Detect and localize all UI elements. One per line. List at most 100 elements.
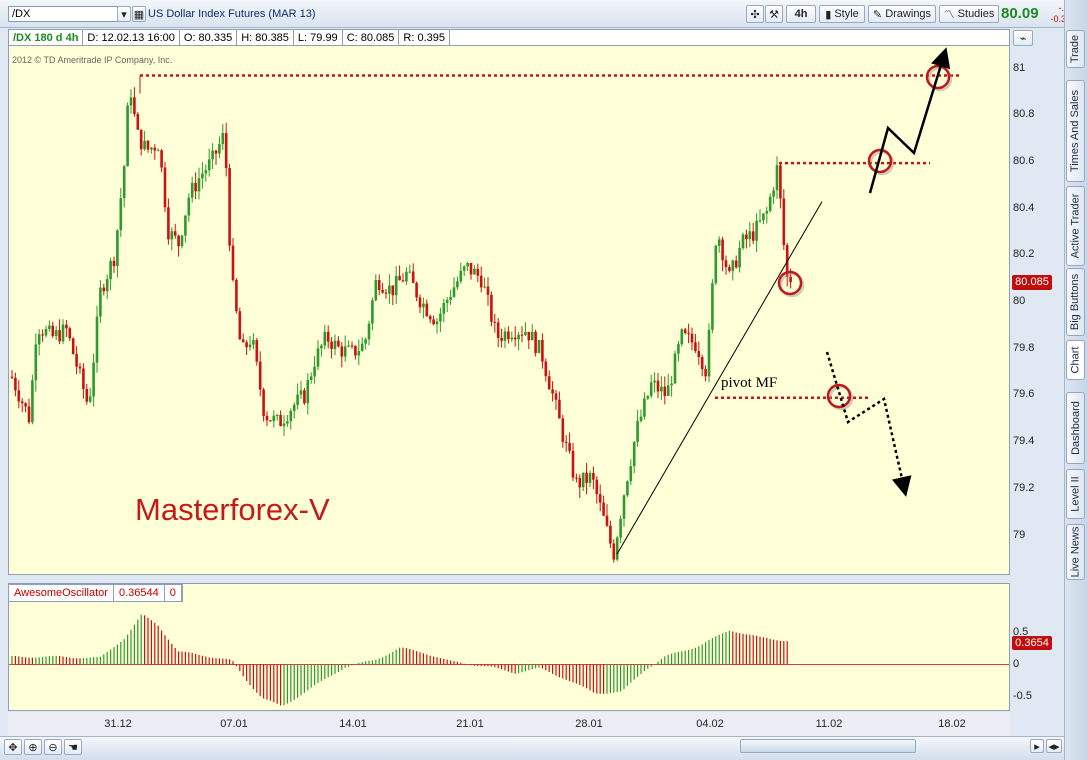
candle-body	[374, 280, 378, 301]
style-button[interactable]: ▮ Style	[819, 5, 865, 23]
candle	[228, 163, 231, 252]
candle	[704, 365, 707, 382]
candle	[561, 414, 565, 448]
symbol-lookup-icon[interactable]: ▦	[132, 6, 146, 22]
candle	[772, 186, 775, 205]
drawings-button[interactable]: ✎ Drawings	[868, 5, 936, 23]
scroll-right-icon[interactable]: ▸	[1030, 739, 1044, 753]
candle-body	[65, 324, 68, 329]
candle	[224, 122, 228, 177]
candle-body	[337, 340, 340, 347]
candle	[476, 263, 480, 283]
oscillator-panel[interactable]	[8, 583, 1010, 711]
time-tick-label: 18.02	[938, 718, 966, 730]
side-tab-chart[interactable]: Chart	[1066, 340, 1085, 380]
candle	[163, 161, 167, 213]
candle	[156, 148, 160, 152]
candle-body	[320, 345, 323, 349]
candle	[398, 265, 401, 281]
candle-body	[517, 334, 520, 340]
candle-body	[82, 368, 85, 389]
time-tick-label: 04.02	[696, 718, 724, 730]
candle	[422, 297, 425, 319]
candle-body	[286, 421, 289, 424]
candle-body	[700, 357, 704, 370]
ohlc-high: H: 80.385	[237, 30, 294, 45]
candle-body	[510, 337, 514, 340]
candle-body	[116, 230, 119, 267]
candle	[415, 281, 418, 302]
side-tab-active-trader[interactable]: Active Trader	[1066, 186, 1085, 266]
candle-body	[704, 369, 707, 377]
ohlc-symbol: /DX 180 d 4h	[9, 30, 84, 45]
candle	[51, 321, 55, 338]
studies-label: Studies	[957, 8, 995, 20]
side-tab-dashboard[interactable]: Dashboard	[1066, 392, 1085, 464]
candle	[486, 277, 490, 306]
candle	[765, 206, 769, 224]
candle-body	[636, 420, 639, 442]
candle-body	[694, 342, 697, 352]
expand-icon[interactable]: ◂▸	[1046, 739, 1062, 753]
candle	[384, 289, 388, 299]
candle	[187, 193, 191, 222]
candle	[391, 285, 395, 306]
symbol-dropdown-icon[interactable]: ▾	[117, 6, 131, 22]
side-tab-big-buttons[interactable]: Big Buttons	[1066, 268, 1085, 336]
candle-body	[163, 167, 167, 208]
studies-button[interactable]: 〽 Studies	[939, 5, 999, 23]
price-chart-panel[interactable]	[8, 29, 1010, 575]
candle	[626, 480, 629, 498]
side-tab-label: Level II	[1069, 476, 1082, 512]
chart-canvas	[9, 47, 1009, 706]
side-tab-times-and-sales[interactable]: Times And Sales	[1066, 80, 1085, 182]
candle	[687, 323, 690, 344]
pan-icon[interactable]: ✥	[4, 739, 22, 755]
candle-body	[197, 178, 201, 192]
candle-body	[24, 403, 27, 407]
candle-body	[343, 346, 347, 357]
candle-body	[721, 239, 724, 261]
candle	[408, 264, 412, 274]
side-tab-trade[interactable]: Trade	[1066, 30, 1085, 68]
candle	[745, 229, 748, 249]
crosshair-icon[interactable]: ✣	[746, 5, 764, 23]
side-tab-live-news[interactable]: Live News	[1066, 524, 1085, 580]
candle	[571, 442, 575, 482]
candle-body	[323, 331, 327, 346]
zoom-out-icon[interactable]: ⊖	[44, 739, 62, 755]
candle	[37, 329, 41, 356]
zoom-in-icon[interactable]: ⊕	[24, 739, 42, 755]
candle-body	[418, 297, 422, 308]
candle-body	[255, 340, 259, 362]
candle	[265, 411, 269, 427]
symbol-input[interactable]	[8, 6, 118, 22]
candle-body	[153, 147, 157, 151]
candle	[490, 291, 493, 327]
candle-body	[51, 325, 55, 337]
candle	[275, 413, 279, 421]
oscillator-name[interactable]: AwesomeOscillator	[9, 585, 114, 601]
candle	[670, 376, 673, 397]
wrench-icon[interactable]: ⚒	[765, 5, 783, 23]
candle	[136, 112, 140, 131]
candle-body	[224, 133, 228, 169]
bearish-arrow	[825, 351, 912, 497]
candle-body	[442, 302, 446, 314]
candle	[27, 398, 31, 425]
candle-body	[687, 333, 690, 335]
candle-body	[422, 303, 425, 308]
candle-body	[598, 494, 602, 503]
time-scrollbar-thumb[interactable]	[740, 739, 916, 753]
aggregation-button[interactable]: 4h	[786, 5, 816, 23]
candle-icon: ▮	[825, 8, 832, 21]
side-tab-level-ii[interactable]: Level II	[1066, 469, 1085, 519]
candle-body	[748, 231, 752, 240]
candle-body	[452, 287, 456, 297]
hand-icon[interactable]: ☚	[64, 739, 82, 755]
candle	[221, 123, 225, 150]
candle-body	[765, 210, 769, 214]
chart-settings-icon[interactable]: ⌁	[1013, 30, 1033, 46]
candle	[694, 333, 697, 353]
side-tab-label: Active Trader	[1069, 193, 1082, 259]
